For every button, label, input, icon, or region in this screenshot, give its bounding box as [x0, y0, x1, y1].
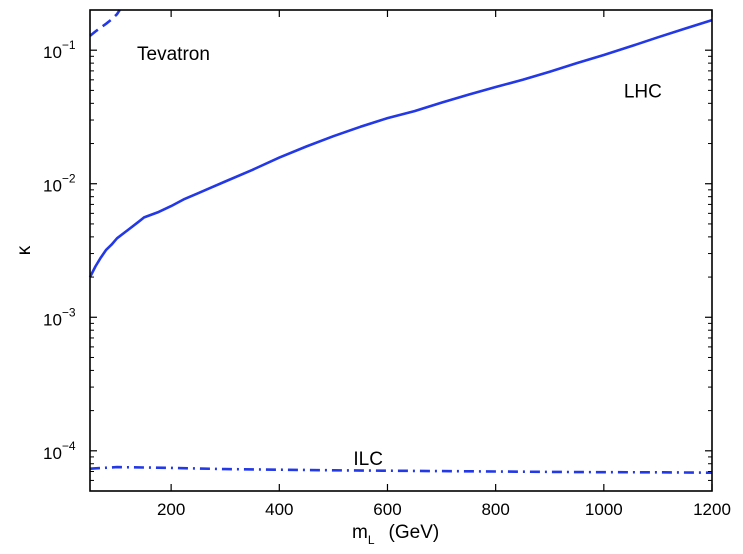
- y-tick-label: 10−1: [43, 38, 76, 62]
- y-tick-label: 10−4: [43, 439, 76, 463]
- y-axis-label: κ: [14, 245, 35, 255]
- x-tick-label: 400: [265, 500, 293, 519]
- labels-layer: 200 400 600 800 1000 1200 10−4 10−3 10−2 10−1: [43, 38, 731, 519]
- x-axis-label-sub: L: [368, 533, 375, 547]
- series-line-lhc: [88, 18, 713, 278]
- x-axis-label-units: (GeV): [389, 522, 440, 543]
- series-line-tevatron: [89, 9, 121, 37]
- y-tick-label: 10−3: [43, 305, 76, 329]
- y-tick-label: 10−2: [43, 172, 76, 196]
- annotation-lhc: LHC: [624, 81, 662, 102]
- x-tick-label: 800: [481, 500, 509, 519]
- ticks-layer: [90, 9, 713, 492]
- series-layer: [88, 9, 713, 474]
- x-tick-label: 200: [157, 500, 185, 519]
- x-axis-label: mL (GeV): [352, 522, 439, 547]
- annotation-ilc: ILC: [353, 449, 383, 470]
- annotation-tevatron: Tevatron: [137, 44, 210, 65]
- x-tick-label: 1000: [585, 500, 623, 519]
- annot-layer: Tevatron LHC ILC: [137, 44, 662, 470]
- x-tick-label: 600: [373, 500, 401, 519]
- series-line-ilc: [89, 465, 713, 474]
- x-tick-label: 1200: [693, 500, 731, 519]
- x-axis-label-main: m: [352, 522, 368, 543]
- plot-frame: [89, 9, 713, 492]
